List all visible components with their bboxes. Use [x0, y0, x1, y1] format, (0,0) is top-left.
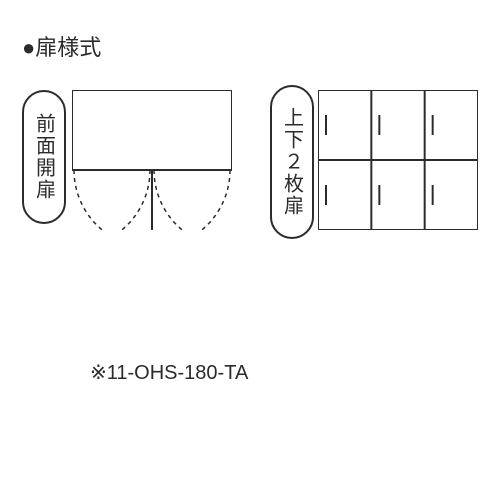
right-door-style-label: 上下２枚扉	[270, 85, 314, 239]
page: ●扉様式 前面開扉 上下２枚扉 ※11-OHS-180-TA	[0, 0, 500, 500]
section-heading: ●扉様式	[22, 30, 101, 62]
right-door-diagram	[318, 90, 478, 235]
left-door-style-label: 前面開扉	[22, 90, 66, 224]
product-code-footnote: ※11-OHS-180-TA	[90, 360, 248, 385]
left-door-diagram	[72, 90, 232, 235]
